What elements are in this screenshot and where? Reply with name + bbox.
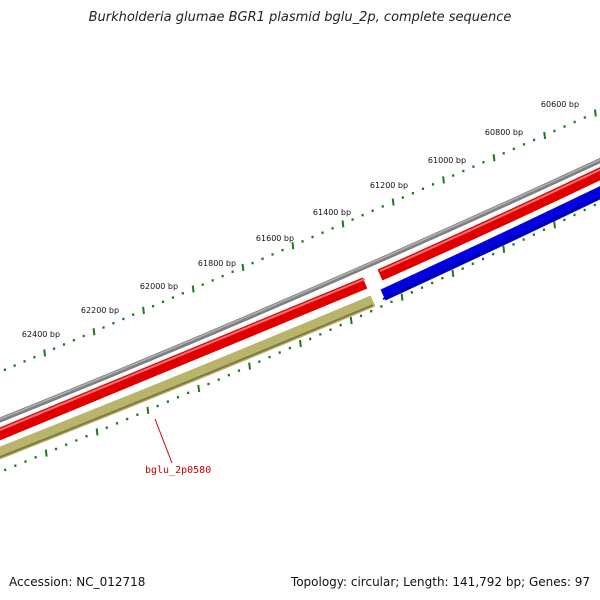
forward-gene-left[interactable]	[0, 277, 368, 441]
plasmid-backbone-highlight	[0, 158, 600, 420]
inner-tick-major	[197, 384, 201, 393]
inner-tick-major	[553, 221, 556, 229]
inner-tick-major	[44, 449, 48, 457]
reverse-gene[interactable]	[380, 186, 600, 301]
inner-tick-major	[248, 362, 251, 370]
forward-gene-right-highlight	[379, 168, 600, 272]
ruler-label: 61000 bp	[428, 156, 466, 165]
ruler-label: 61800 bp	[198, 259, 236, 268]
inner-tick-major	[299, 339, 302, 348]
forward-gene-left-highlight	[0, 278, 366, 431]
inner-tick-major	[451, 269, 455, 277]
inner-tick-marks	[4, 203, 596, 472]
outer-tick-major	[92, 328, 96, 336]
forward-gene-right[interactable]	[377, 167, 600, 281]
outer-tick-major	[391, 198, 395, 206]
accession-text: Accession: NC_012718	[9, 575, 146, 589]
map-title: Burkholderia glumae BGR1 plasmid bglu_2p…	[88, 10, 512, 25]
outer-tick-major	[543, 131, 547, 140]
outer-tick-major	[492, 154, 496, 162]
topology-summary: Topology: circular; Length: 141,792 bp; …	[290, 575, 590, 589]
ruler-label: 61200 bp	[370, 181, 408, 190]
outer-tick-major	[241, 263, 245, 272]
outer-tick-major	[442, 176, 445, 184]
inner-tick-major	[146, 406, 150, 414]
outer-tick-major	[142, 306, 145, 315]
ruler-label: 62200 bp	[81, 306, 119, 315]
outer-tick-major	[594, 109, 597, 117]
gene-label-bglu-2p0580[interactable]: bglu_2p0580	[145, 465, 211, 476]
outer-tick-major	[191, 285, 195, 293]
plasmid-backbone	[0, 157, 600, 423]
ruler-label: 61400 bp	[313, 208, 351, 217]
outer-tick-major	[43, 349, 47, 357]
ruler-label: 61600 bp	[256, 234, 294, 243]
ruler-label: 60600 bp	[541, 100, 579, 109]
ruler-label: 60800 bp	[485, 128, 523, 137]
pseudogene-shadow	[0, 304, 374, 459]
reverse-gene-shadow	[382, 195, 600, 300]
ruler-label: 62400 bp	[22, 330, 60, 339]
inner-tick-major	[95, 428, 99, 436]
pseudogene-bglu-2p0580[interactable]	[0, 295, 376, 460]
ruler-labels: 60600 bp 60800 bp 61000 bp 61200 bp 61400 bp…	[22, 100, 579, 339]
inner-tick-major	[349, 316, 353, 325]
outer-tick-marks	[3, 109, 597, 371]
gene-label-leader	[154, 418, 173, 464]
inner-tick-major	[400, 293, 404, 301]
inner-tick-major	[502, 245, 506, 253]
outer-tick-major	[341, 220, 345, 228]
outer-tick-major	[291, 242, 295, 250]
ruler-label: 62000 bp	[140, 282, 178, 291]
